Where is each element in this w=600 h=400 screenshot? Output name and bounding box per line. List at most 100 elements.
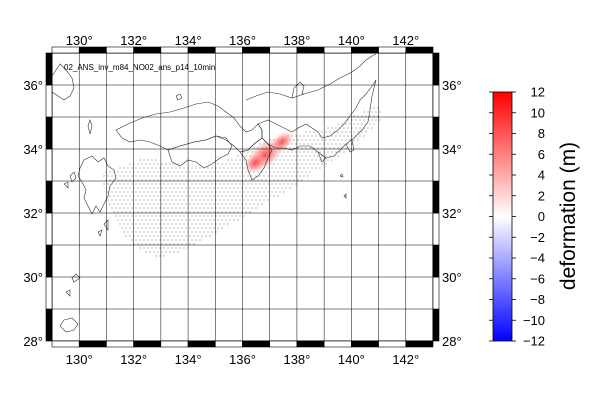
deformation-dot [235,191,237,193]
deformation-dot [127,215,129,217]
deformation-dot [191,239,193,241]
deformation-dot [299,175,301,177]
deformation-dot [143,247,145,249]
deformation-dot [291,167,293,169]
deformation-dot [301,171,303,173]
deformation-dot [345,147,347,149]
deformation-dot [277,187,279,189]
deformation-dot [279,183,281,185]
deformation-dot [175,231,177,233]
deformation-dot [201,219,203,221]
deformation-dot [243,215,245,217]
deformation-dot [173,187,175,189]
coastline-izu-islands [339,173,347,199]
deformation-dot [369,115,371,117]
deformation-dot [337,147,339,149]
deformation-dot [305,131,307,133]
deformation-dot [271,191,273,193]
deformation-dot [257,187,259,189]
deformation-dot [221,227,223,229]
deformation-dot [157,211,159,213]
deformation-dot [319,151,321,153]
deformation-dot [297,147,299,149]
deformation-dot [337,139,339,141]
deformation-dot [357,131,359,133]
coastline-amami [65,273,81,297]
deformation-dot [203,231,205,233]
frame-band-right [432,84,440,118]
deformation-dot [273,171,275,173]
deformation-dot [337,123,339,125]
deformation-dot [123,167,125,169]
deformation-dot [221,211,223,213]
deformation-dot [279,167,281,169]
deformation-dot [145,195,147,197]
deformation-dot [255,207,257,209]
deformation-dot [185,179,187,181]
lat-tick-label: 30° [23,270,43,285]
deformation-dot [307,175,309,177]
deformation-dot [183,175,185,177]
deformation-dot [227,223,229,225]
deformation-dot [297,163,299,165]
deformation-dot [263,183,265,185]
deformation-dot [287,167,289,169]
deformation-dot [115,199,117,201]
deformation-dot [331,127,333,129]
deformation-dot [197,179,199,181]
deformation-dot [299,135,301,137]
deformation-dot [161,219,163,221]
deformation-dot [131,183,133,185]
deformation-dot [151,183,153,185]
deformation-dot [131,207,133,209]
deformation-dot [259,183,261,185]
deformation-dot [161,243,163,245]
frame-band-left [45,52,53,86]
deformation-dot [163,191,165,193]
deformation-dot [177,163,179,165]
deformation-dot [229,179,231,181]
deformation-dot [149,251,151,253]
deformation-dot [173,179,175,181]
deformation-dot [257,195,259,197]
deformation-dot [327,127,329,129]
deformation-dot [167,175,169,177]
deformation-dot [183,167,185,169]
deformation-dot [195,239,197,241]
deformation-dot [245,195,247,197]
deformation-dot [237,163,239,165]
deformation-dot [301,179,303,181]
deformation-dot [185,243,187,245]
deformation-dot [311,159,313,161]
deformation-dot [287,159,289,161]
deformation-dot [239,159,241,161]
deformation-dot [165,179,167,181]
deformation-dot [279,159,281,161]
deformation-dot [327,159,329,161]
deformation-dot [155,223,157,225]
deformation-dot [213,187,215,189]
deformation-dot [291,183,293,185]
deformation-dot [149,163,151,165]
frame-band-bottom [323,340,352,348]
deformation-dot [237,203,239,205]
deformation-dot [113,187,115,189]
deformation-dot [149,179,151,181]
deformation-dot [205,211,207,213]
deformation-dot [197,187,199,189]
deformation-dot [245,187,247,189]
deformation-dot [179,191,181,193]
deformation-dot [181,243,183,245]
deformation-dot [227,191,229,193]
frame-band-right [432,212,440,246]
deformation-dot [231,199,233,201]
deformation-dot [325,155,327,157]
deformation-dot [223,199,225,201]
deformation-dot [161,211,163,213]
deformation-dot [159,247,161,249]
deformation-dot [315,151,317,153]
deformation-dot [343,151,345,153]
deformation-dot [205,227,207,229]
deformation-dot [265,171,267,173]
deformation-dot [333,131,335,133]
